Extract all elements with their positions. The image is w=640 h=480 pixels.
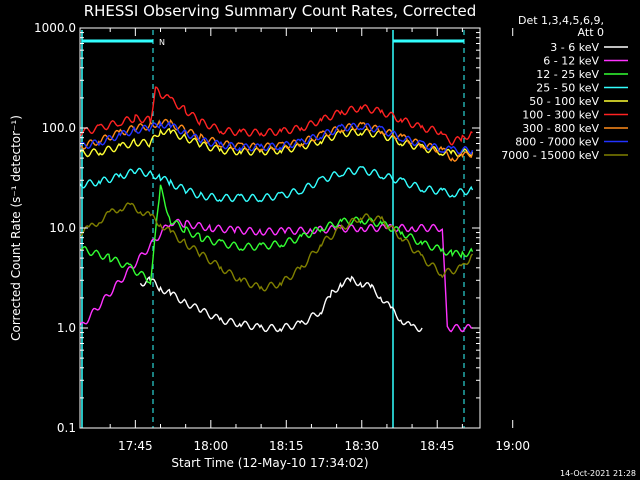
- y-axis-label: Corrected Count Rate (s⁻¹ detector⁻¹): [9, 115, 23, 341]
- night-marker-label: N: [159, 38, 165, 47]
- series-line-7: [79, 120, 474, 155]
- legend-label: 300 - 800 keV: [522, 122, 599, 135]
- legend-label: 6 - 12 keV: [543, 55, 599, 68]
- x-tick-label: 18:30: [344, 439, 379, 453]
- series-line-8: [79, 202, 474, 292]
- legend-label: 100 - 300 keV: [522, 109, 599, 122]
- legend-label: 7000 - 15000 keV: [501, 149, 599, 162]
- legend-label: 50 - 100 keV: [529, 95, 599, 108]
- x-tick-label: 18:45: [420, 439, 455, 453]
- series-line-3: [79, 165, 474, 203]
- axes: 1000.0 100.0 10.0 1.0 0.1 17:45 18:00 18:15 18:3…: [34, 21, 530, 453]
- x-tick-label: 18:00: [194, 439, 229, 453]
- legend-label: 800 - 7000 keV: [515, 136, 599, 149]
- legend-header-line2: Att 0: [578, 26, 604, 39]
- y-tick-label: 100.0: [42, 121, 76, 135]
- y-tick-label: 1.0: [57, 321, 76, 335]
- footer-date: 14-Oct-2021 21:28: [560, 469, 636, 478]
- legend-label: 12 - 25 keV: [536, 68, 599, 81]
- legend-label: 3 - 6 keV: [550, 41, 599, 54]
- plot-area: N: [79, 30, 474, 428]
- legend-label: 25 - 50 keV: [536, 82, 599, 95]
- y-tick-label: 0.1: [57, 421, 76, 435]
- x-axis-label: Start Time (12-May-10 17:34:02): [171, 456, 368, 470]
- x-tick-label: 17:45: [118, 439, 153, 453]
- series-line-5: [79, 86, 473, 146]
- series-line-0: [139, 275, 423, 333]
- series-line-6: [79, 118, 474, 163]
- legend-header-line1: Det 1,3,4,5,6,9,: [518, 14, 604, 27]
- y-tick-label: 1000.0: [34, 21, 76, 35]
- chart-title: RHESSI Observing Summary Count Rates, Co…: [84, 2, 477, 20]
- y-tick-label: 10.0: [49, 221, 76, 235]
- x-tick-label: 19:00: [495, 439, 530, 453]
- series-line-1: [79, 218, 473, 333]
- series-line-2: [79, 184, 474, 286]
- x-tick-label: 18:15: [269, 439, 304, 453]
